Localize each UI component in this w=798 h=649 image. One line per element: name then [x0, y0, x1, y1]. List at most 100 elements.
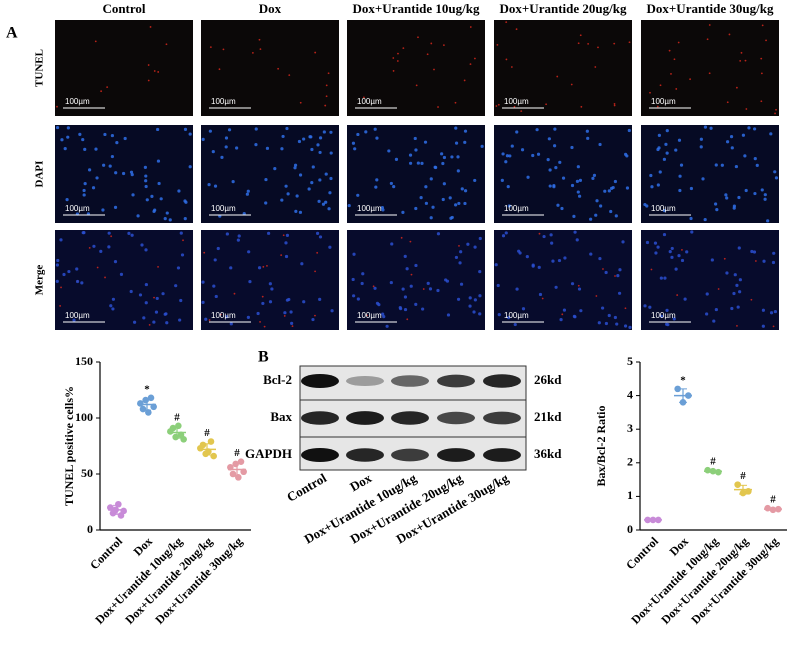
row-label: DAPI [34, 161, 46, 188]
cell-dot [595, 295, 598, 297]
cell-dot [436, 232, 441, 236]
cell-dot [775, 108, 777, 111]
data-point [229, 470, 237, 478]
cell-dot [352, 294, 356, 298]
cell-dot [607, 313, 611, 318]
cell-dot [597, 46, 599, 49]
cell-dot [551, 259, 555, 263]
cell-dot [259, 321, 261, 323]
cell-dot [286, 192, 290, 196]
cell-dot [110, 235, 113, 238]
cell-dot [699, 137, 703, 141]
cell-dot [154, 310, 159, 314]
cell-dot [473, 178, 477, 183]
cell-dot [356, 132, 360, 137]
cell-dot [443, 44, 445, 47]
data-point [235, 474, 242, 481]
cell-dot [752, 127, 757, 131]
cell-dot [280, 198, 284, 202]
cell-dot [554, 166, 558, 170]
cell-dot [570, 183, 575, 188]
cell-dot [774, 176, 779, 180]
cell-dot [664, 142, 668, 146]
cell-dot [55, 263, 60, 267]
column-header: Dox+Urantide 30ug/kg [647, 1, 774, 16]
cell-dot [433, 68, 435, 71]
cell-dot [703, 217, 707, 222]
data-point [210, 452, 217, 460]
cell-dot [689, 216, 693, 221]
cell-dot [314, 51, 317, 54]
cell-dot [414, 263, 418, 268]
micrograph [201, 125, 339, 223]
cell-dot [108, 164, 112, 168]
cell-dot [227, 128, 232, 132]
cell-dot [750, 298, 753, 301]
cell-dot [267, 231, 271, 235]
cell-dot [208, 129, 212, 133]
cell-dot [554, 285, 558, 289]
cell-dot [203, 251, 206, 254]
cell-dot [140, 243, 144, 247]
cell-dot [204, 317, 208, 321]
cell-dot [277, 67, 280, 70]
cell-dot [753, 191, 757, 196]
cell-dot [689, 78, 691, 81]
cell-dot [628, 325, 632, 329]
cell-dot [610, 186, 614, 190]
cell-dot [422, 288, 425, 290]
cell-dot [82, 193, 86, 197]
cell-dot [501, 152, 505, 156]
scale-bar-label: 100µm [504, 97, 529, 106]
cell-dot [662, 157, 666, 161]
cell-dot [153, 296, 155, 299]
cell-dot [110, 133, 115, 138]
cell-dot [560, 206, 564, 211]
cell-dot [405, 267, 409, 271]
cell-dot [299, 101, 302, 104]
cell-dot [157, 181, 161, 186]
cell-dot [441, 161, 445, 166]
cell-dot [708, 72, 711, 75]
cell-dot [251, 51, 254, 54]
cell-dot [549, 233, 553, 237]
cell-dot [558, 160, 562, 164]
cell-dot [222, 48, 225, 51]
cell-dot [535, 128, 539, 132]
cell-dot [761, 24, 764, 27]
cell-dot [703, 125, 708, 129]
cell-dot [165, 43, 168, 46]
cell-dot [537, 265, 541, 269]
cell-dot [774, 112, 776, 115]
cell-dot [497, 103, 500, 106]
cell-dot [744, 59, 747, 62]
cell-dot [156, 159, 161, 163]
cell-dot [285, 298, 289, 302]
cell-dot [416, 161, 420, 165]
micrograph [494, 20, 632, 116]
cell-dot [653, 241, 658, 245]
cell-dot [231, 180, 235, 184]
cell-dot [433, 165, 437, 169]
blot-size-label: 36kd [534, 446, 562, 461]
scale-bar-label: 100µm [357, 97, 382, 106]
cell-dot [259, 48, 262, 51]
cell-dot [218, 68, 221, 71]
cell-dot [677, 41, 680, 44]
cell-dot [424, 201, 428, 205]
cell-dot [297, 139, 302, 144]
cell-dot [364, 130, 368, 134]
cell-dot [598, 256, 602, 261]
cell-dot [285, 233, 290, 237]
cell-dot [728, 33, 731, 36]
cell-dot [91, 186, 96, 190]
data-point [734, 481, 741, 488]
cell-dot [469, 63, 472, 66]
cell-dot [415, 84, 418, 87]
cell-dot [715, 208, 719, 212]
cell-dot [55, 279, 59, 283]
cell-dot [315, 231, 320, 235]
cell-dot [480, 144, 484, 148]
cell-dot [765, 39, 767, 42]
cell-dot [311, 165, 315, 169]
